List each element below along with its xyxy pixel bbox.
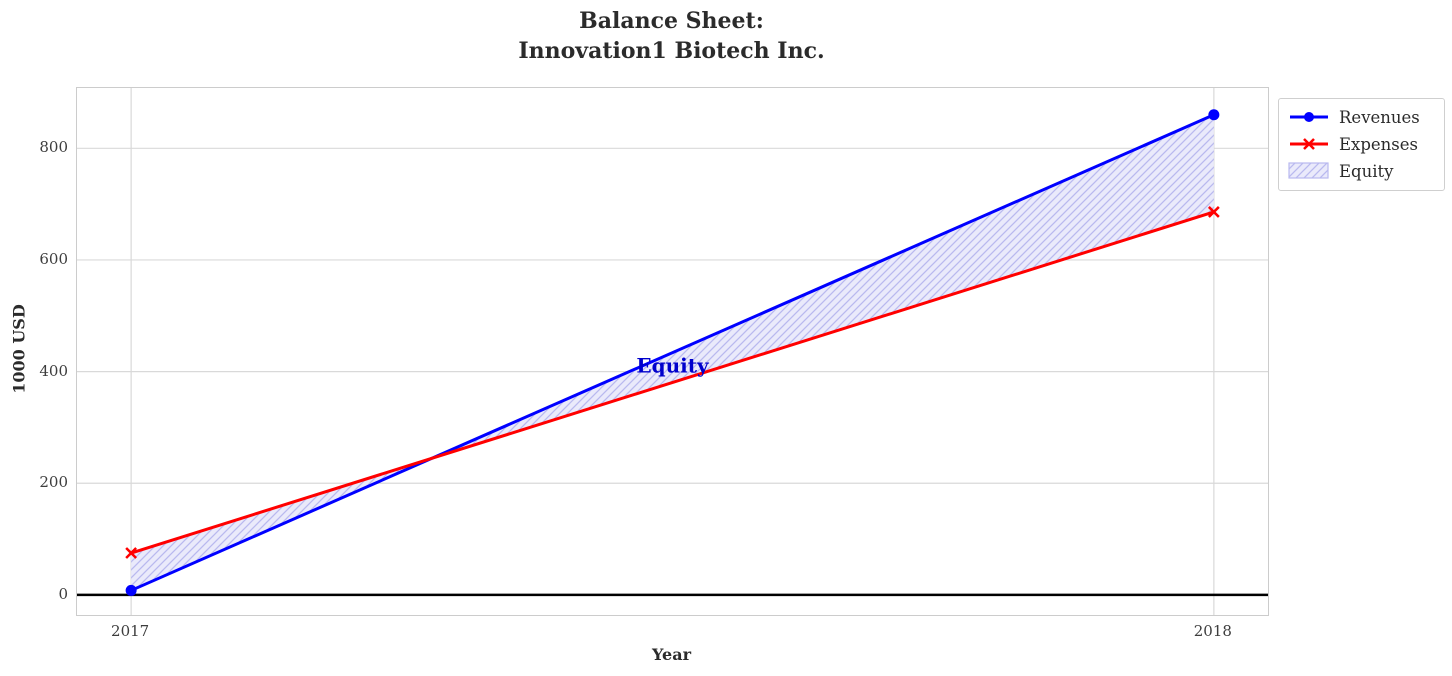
revenues-line-icon — [1290, 112, 1328, 122]
legend-label-revenues: Revenues — [1339, 107, 1420, 127]
y-tick-label: 200 — [39, 473, 68, 492]
y-tick-label: 600 — [39, 249, 68, 268]
x-axis-label: Year — [651, 645, 691, 664]
x-tick-label: 2017 — [111, 622, 150, 640]
legend-item-equity: Equity — [1288, 160, 1434, 182]
legend: Revenues Expenses Equity — [1278, 98, 1445, 191]
legend-label-equity: Equity — [1339, 161, 1394, 181]
legend-item-expenses: Expenses — [1288, 133, 1434, 155]
plot-area: Equity — [76, 87, 1269, 616]
x-tick-label: 2018 — [1193, 622, 1232, 640]
y-tick-label: 800 — [39, 138, 68, 157]
y-tick-label: 0 — [58, 584, 68, 603]
y-axis-label: 1000 USD — [9, 304, 29, 394]
legend-item-revenues: Revenues — [1288, 106, 1434, 128]
expenses-line-icon — [1290, 138, 1328, 150]
legend-label-expenses: Expenses — [1339, 134, 1419, 154]
chart-title: Balance Sheet: Innovation1 Biotech Inc. — [518, 8, 825, 64]
equity-swatch-icon — [1288, 162, 1329, 179]
y-tick-label: 400 — [39, 361, 68, 380]
chart-canvas: Equity — [77, 88, 1268, 615]
equity-annotation: Equity — [636, 354, 710, 378]
